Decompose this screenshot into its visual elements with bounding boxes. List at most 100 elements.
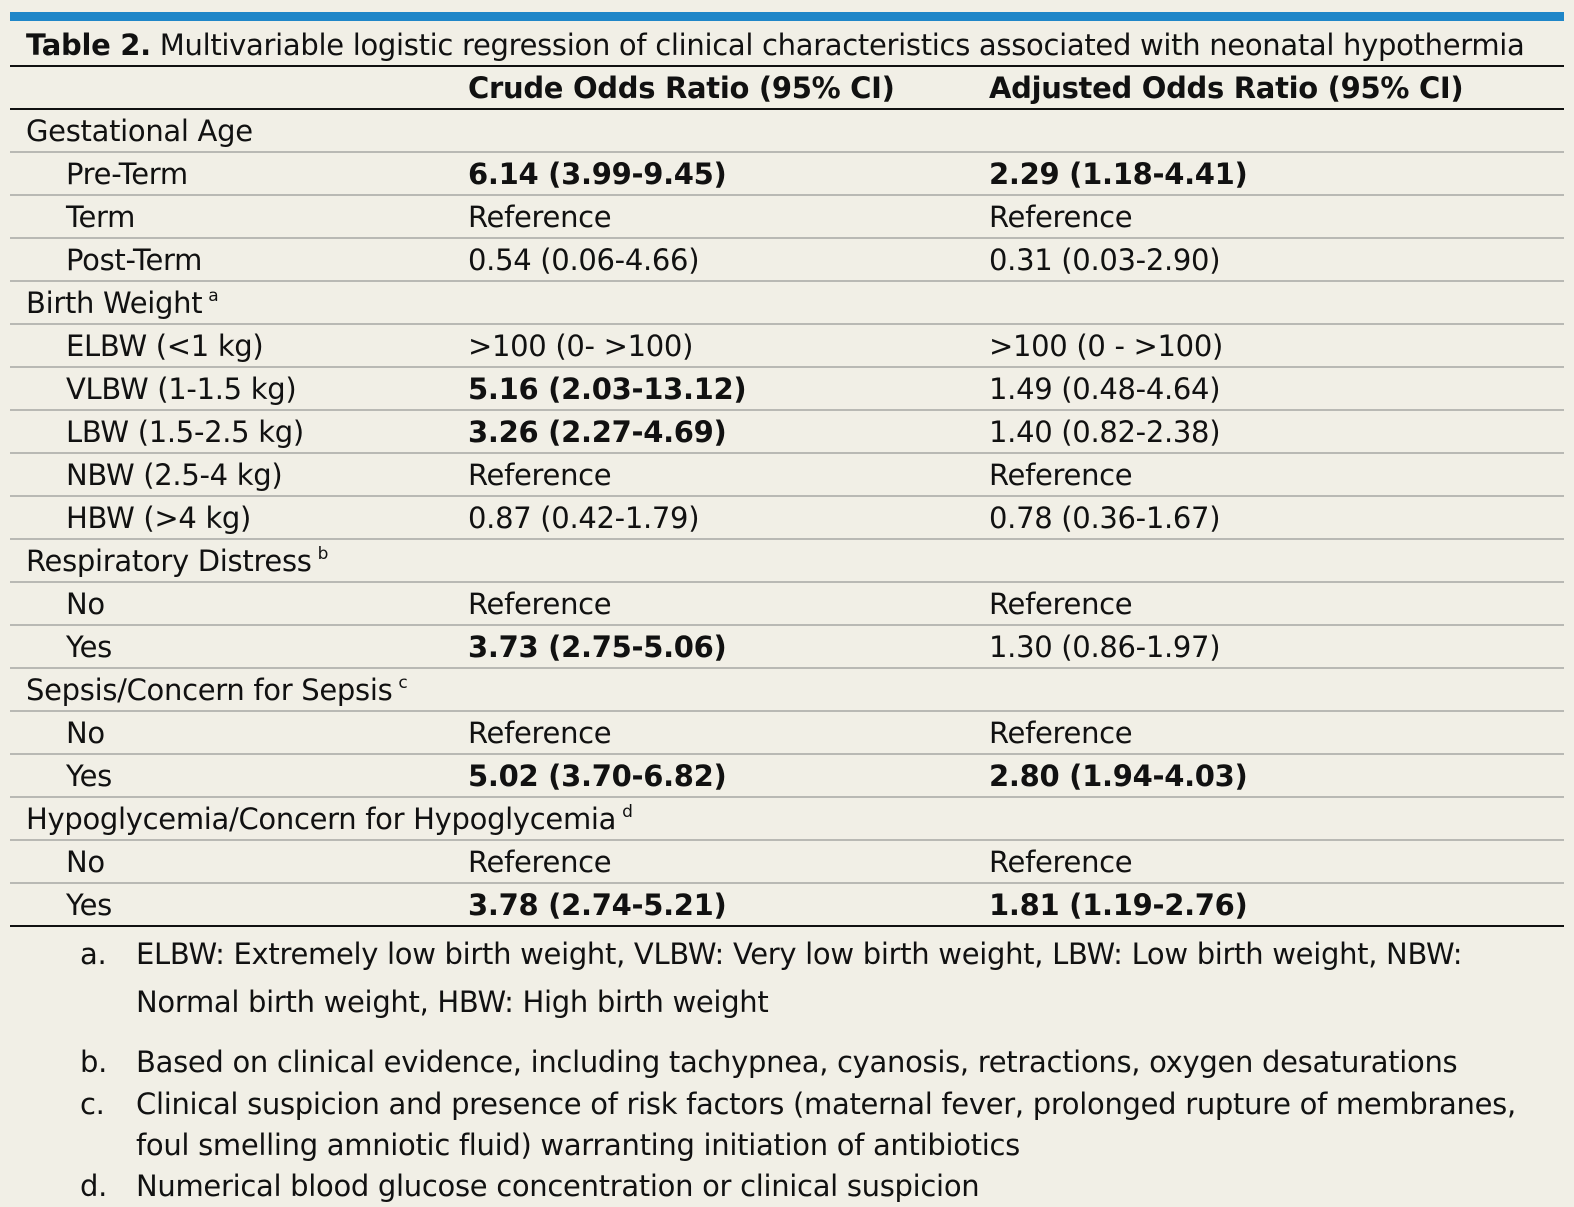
row-label: Pre-Term [66, 156, 188, 191]
category-label-cell: LBW (1.5-2.5 kg) [10, 410, 458, 453]
footnote-text: Based on clinical evidence, including ta… [136, 1045, 1458, 1079]
group-label-cell: Gestational Age [10, 109, 458, 152]
footnote-marker: c [398, 672, 408, 693]
category-label-cell: Yes [10, 754, 458, 797]
row-label: No [66, 715, 105, 750]
row-label: Post-Term [66, 242, 203, 277]
row-label: ELBW (<1 kg) [66, 328, 264, 363]
footnote-mark: a. [80, 937, 107, 971]
table-row: No Reference Reference [10, 840, 1564, 883]
category-label-cell: No [10, 840, 458, 883]
table-row: Yes 3.73 (2.75-5.06) 1.30 (0.86-1.97) [10, 625, 1564, 668]
category-label-cell: Pre-Term [10, 152, 458, 195]
crude-or-cell: 0.87 (0.42-1.79) [468, 500, 700, 535]
footnote-marker: a [208, 285, 219, 306]
row-label: NBW (2.5-4 kg) [66, 457, 283, 492]
adjusted-or-cell: 2.29 (1.18-4.41) [989, 156, 1248, 191]
caption-label: Table 2. [26, 28, 151, 62]
category-label-cell: ELBW (<1 kg) [10, 324, 458, 367]
table-group-row: Sepsis/Concern for Sepsis c [10, 668, 1564, 711]
footnote-mark: b. [80, 1045, 108, 1079]
category-label-cell: NBW (2.5-4 kg) [10, 453, 458, 496]
row-label: No [66, 844, 105, 879]
adjusted-or-cell: 1.49 (0.48-4.64) [989, 371, 1221, 406]
crude-or-cell: 5.16 (2.03-13.12) [468, 371, 747, 406]
row-label: VLBW (1-1.5 kg) [66, 371, 297, 406]
row-label: Gestational Age [26, 113, 253, 148]
adjusted-or-cell: 1.30 (0.86-1.97) [989, 629, 1221, 664]
top-accent-rule [10, 12, 1564, 21]
footnote-text: Clinical suspicion and presence of risk … [136, 1087, 1516, 1162]
adjusted-or-cell [979, 668, 1564, 711]
row-label: No [66, 586, 105, 621]
crude-or-cell [458, 539, 979, 582]
crude-or-cell: 3.26 (2.27-4.69) [468, 414, 727, 449]
header-crude-or: Crude Odds Ratio (95% CI) [468, 70, 895, 105]
crude-or-cell: 3.78 (2.74-5.21) [468, 887, 727, 922]
table-row: Yes 3.78 (2.74-5.21) 1.81 (1.19-2.76) [10, 883, 1564, 926]
adjusted-or-cell [979, 539, 1564, 582]
row-label: Yes [66, 887, 112, 922]
adjusted-or-cell: Reference [989, 715, 1133, 750]
category-label-cell: Term [10, 195, 458, 238]
group-label-cell: Respiratory Distress b [10, 539, 458, 582]
category-label-cell: HBW (>4 kg) [10, 496, 458, 539]
group-label-cell: Hypoglycemia/Concern for Hypoglycemia d [10, 797, 633, 840]
crude-or-cell: Reference [468, 844, 612, 879]
row-label: Yes [66, 758, 112, 793]
group-label-cell: Birth Weight a [10, 281, 458, 324]
row-label: Term [66, 199, 136, 234]
footnote-text: ELBW: Extremely low birth weight, VLBW: … [136, 937, 1463, 1019]
adjusted-or-cell [979, 109, 1564, 152]
table-row: VLBW (1-1.5 kg) 5.16 (2.03-13.12) 1.49 (0.… [10, 367, 1564, 410]
crude-or-cell: 6.14 (3.99-9.45) [468, 156, 727, 191]
adjusted-or-cell: 0.78 (0.36-1.67) [989, 500, 1221, 535]
adjusted-or-cell: Reference [989, 199, 1133, 234]
table-row: LBW (1.5-2.5 kg) 3.26 (2.27-4.69) 1.40 (0.… [10, 410, 1564, 453]
table-row: Yes 5.02 (3.70-6.82) 2.80 (1.94-4.03) [10, 754, 1564, 797]
table-row: NBW (2.5-4 kg) Reference Reference [10, 453, 1564, 496]
table-caption: Table 2. Multivariable logistic regressi… [26, 26, 1525, 64]
table-row: Term Reference Reference [10, 195, 1564, 238]
table-group-row: Respiratory Distress b [10, 539, 1564, 582]
table-header-row: Crude Odds Ratio (95% CI) Adjusted Odds … [10, 66, 1564, 109]
table-row: Post-Term 0.54 (0.06-4.66) 0.31 (0.03-2.90… [10, 238, 1564, 281]
row-label: HBW (>4 kg) [66, 500, 252, 535]
crude-or-cell [458, 668, 979, 711]
footnote-marker: b [317, 543, 329, 564]
adjusted-or-cell: 2.80 (1.94-4.03) [989, 758, 1248, 793]
regression-table-container: Crude Odds Ratio (95% CI) Adjusted Odds … [10, 65, 1564, 927]
table-row: Pre-Term 6.14 (3.99-9.45) 2.29 (1.18-4.41) [10, 152, 1564, 195]
header-adjusted-or: Adjusted Odds Ratio (95% CI) [989, 70, 1464, 105]
adjusted-or-cell: Reference [989, 844, 1133, 879]
category-label-cell: No [10, 582, 458, 625]
table-row: No Reference Reference [10, 582, 1564, 625]
row-label: Sepsis/Concern for Sepsis [26, 672, 393, 707]
adjusted-or-cell: >100 (0 - >100) [989, 328, 1223, 363]
category-label-cell: Yes [10, 883, 458, 926]
table-row: HBW (>4 kg) 0.87 (0.42-1.79) 0.78 (0.36-1.… [10, 496, 1564, 539]
category-label-cell: VLBW (1-1.5 kg) [10, 367, 458, 410]
header-variable [10, 66, 458, 109]
crude-or-cell: Reference [468, 586, 612, 621]
adjusted-or-cell: 0.31 (0.03-2.90) [989, 242, 1221, 277]
row-label: Hypoglycemia/Concern for Hypoglycemia [26, 801, 617, 836]
row-label: Yes [66, 629, 112, 664]
crude-or-cell [458, 109, 979, 152]
caption-text: Multivariable logistic regression of cli… [159, 28, 1525, 62]
table-group-row: Birth Weight a [10, 281, 1564, 324]
crude-or-cell: 0.54 (0.06-4.66) [468, 242, 700, 277]
crude-or-cell: 5.02 (3.70-6.82) [468, 758, 727, 793]
crude-or-cell: 3.73 (2.75-5.06) [468, 629, 727, 664]
crude-or-cell [458, 281, 979, 324]
table-row: No Reference Reference [10, 711, 1564, 754]
row-label: Respiratory Distress [26, 543, 312, 578]
adjusted-or-cell [979, 281, 1564, 324]
category-label-cell: Yes [10, 625, 458, 668]
adjusted-or-cell [979, 797, 1564, 840]
footnote-mark: d. [80, 1169, 108, 1203]
regression-table: Crude Odds Ratio (95% CI) Adjusted Odds … [10, 65, 1564, 927]
group-label-cell: Sepsis/Concern for Sepsis c [10, 668, 458, 711]
crude-or-cell: Reference [468, 199, 612, 234]
crude-or-cell: Reference [468, 715, 612, 750]
